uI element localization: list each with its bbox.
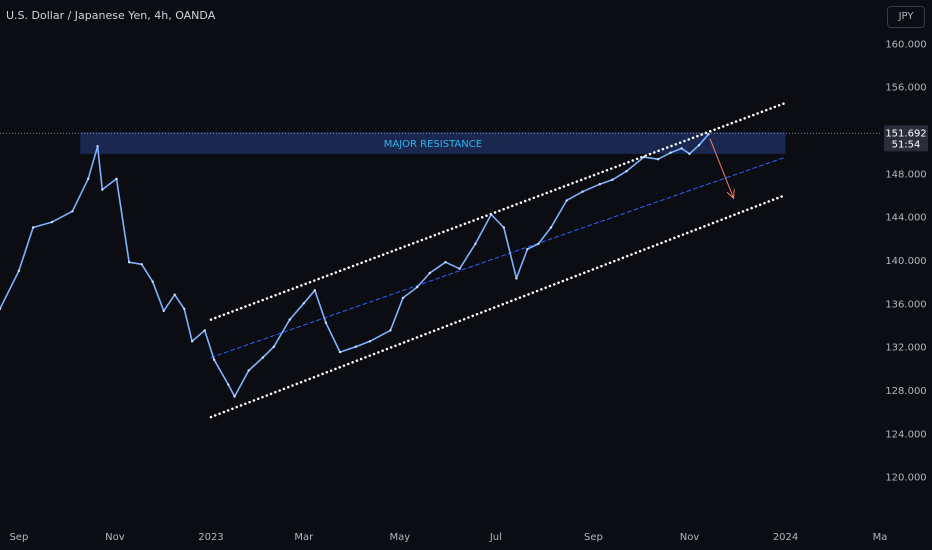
channel-upper-line — [209, 101, 787, 321]
price-point — [428, 271, 431, 275]
channel-lower-line — [209, 193, 787, 419]
down-arrow-head — [726, 189, 735, 200]
price-point — [697, 144, 701, 147]
price-point — [0, 307, 2, 310]
price-point — [515, 277, 518, 280]
price-axis[interactable]: 120.000 124.000 128.000 132.000 136.000 140.0… — [884, 39, 928, 484]
x-tick-label: Jul — [489, 532, 502, 543]
price-point — [474, 242, 477, 245]
chart-title: U.S. Dollar / Japanese Yen, 4h, OANDA — [6, 9, 216, 22]
x-tick-label: 2024 — [773, 532, 798, 543]
currency-button[interactable]: JPY — [887, 6, 925, 28]
price-point — [490, 213, 493, 216]
resistance-zone-rect — [80, 132, 786, 154]
price-point — [190, 340, 194, 343]
price-point — [707, 133, 710, 136]
x-tick-label: 2023 — [198, 532, 223, 543]
resistance-zone-layer: MAJOR RESISTANCE — [0, 132, 880, 154]
resistance-zone-label: MAJOR RESISTANCE — [384, 139, 482, 150]
price-point — [581, 190, 584, 193]
price-tag-countdown: 51:54 — [892, 139, 921, 150]
price-point — [87, 177, 90, 180]
price-point — [389, 329, 392, 332]
y-tick-label: 120.000 — [885, 473, 926, 484]
annotation-layer — [709, 138, 735, 200]
price-point — [127, 261, 131, 264]
y-tick-label: 140.000 — [885, 256, 926, 267]
price-point — [71, 210, 74, 213]
price-point — [416, 285, 419, 289]
price-point — [233, 395, 236, 398]
price-point — [368, 340, 372, 343]
price-point — [96, 145, 99, 148]
price-series-layer — [0, 133, 710, 398]
y-tick-label: 160.000 — [885, 39, 926, 50]
price-point — [151, 280, 154, 283]
x-tick-label: Nov — [680, 532, 700, 543]
price-point — [565, 199, 568, 202]
price-point — [302, 302, 305, 305]
price-point — [458, 267, 461, 270]
price-point — [598, 183, 601, 186]
price-point — [313, 289, 316, 292]
channel-layer — [209, 101, 787, 419]
price-point — [272, 345, 276, 348]
price-point — [227, 383, 230, 386]
price-point — [688, 152, 691, 155]
price-point — [324, 321, 328, 324]
x-tick-label: Sep — [584, 532, 603, 543]
price-point — [31, 226, 35, 229]
price-point — [17, 269, 21, 272]
price-tag-value: 151.692 — [885, 128, 926, 139]
y-tick-label: 148.000 — [885, 169, 926, 180]
price-point — [549, 226, 553, 229]
price-point — [526, 248, 529, 251]
x-tick-label: Ma — [873, 532, 888, 543]
price-point — [115, 177, 118, 180]
down-arrow-shaft — [709, 138, 735, 199]
channel-mid-line — [210, 156, 787, 358]
price-point — [401, 296, 405, 300]
price-point — [656, 158, 660, 161]
price-point — [502, 226, 505, 229]
price-point — [288, 318, 291, 321]
price-point — [537, 242, 540, 245]
price-point — [101, 188, 104, 191]
price-point — [50, 220, 54, 224]
y-tick-label: 136.000 — [885, 299, 926, 310]
price-point — [642, 155, 646, 159]
y-tick-label: 132.000 — [885, 343, 926, 354]
price-point — [354, 345, 357, 348]
price-point — [680, 147, 683, 150]
y-tick-label: 128.000 — [885, 386, 926, 397]
price-point — [162, 309, 165, 313]
x-tick-label: May — [390, 532, 411, 543]
price-point — [611, 178, 614, 181]
price-point — [173, 293, 176, 296]
price-tag-box — [884, 125, 928, 152]
y-tick-label: 144.000 — [885, 213, 926, 224]
price-point — [444, 261, 447, 264]
price-point — [247, 369, 250, 372]
price-point — [338, 350, 342, 354]
y-tick-label: 124.000 — [885, 429, 926, 440]
x-tick-label: Mar — [294, 532, 314, 543]
price-point — [625, 170, 628, 173]
price-point — [261, 356, 265, 359]
price-point — [183, 307, 186, 310]
price-point — [669, 151, 672, 154]
price-point — [203, 329, 206, 332]
price-point — [212, 358, 216, 361]
price-point — [140, 263, 143, 266]
y-tick-label: 156.000 — [885, 83, 926, 94]
time-axis[interactable]: Sep Nov 2023 Mar May Jul Sep Nov 2024 Ma — [9, 532, 887, 543]
x-tick-label: Nov — [105, 532, 125, 543]
x-tick-label: Sep — [9, 532, 28, 543]
